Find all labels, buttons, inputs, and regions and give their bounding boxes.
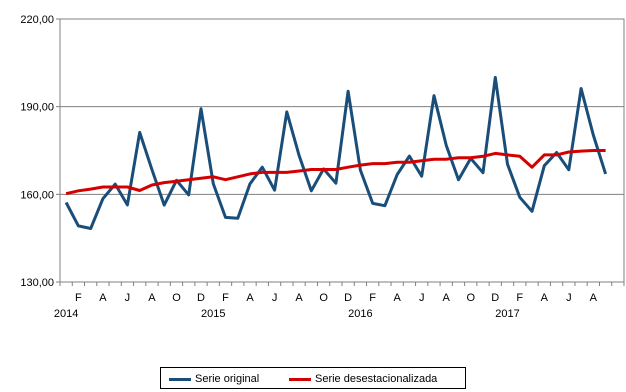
x-tick-label: J bbox=[566, 292, 572, 304]
y-tick-label: 220,00 bbox=[20, 14, 54, 26]
x-tick-label: D bbox=[197, 292, 205, 304]
series-lines bbox=[64, 75, 608, 230]
x-tick-label: A bbox=[394, 292, 402, 304]
x-tick-label: J bbox=[419, 292, 425, 304]
y-axis-tick-labels: 130,00 160,00 190,00 220,00 bbox=[20, 14, 60, 289]
x-axis-year-labels: 2014 2015 2016 2017 bbox=[54, 308, 520, 320]
x-year-label: 2017 bbox=[495, 308, 519, 320]
x-tick-label: D bbox=[344, 292, 352, 304]
x-tick-label: F bbox=[222, 292, 229, 304]
y-tick-label: 130,00 bbox=[20, 277, 54, 289]
x-tick-label: O bbox=[172, 292, 181, 304]
series-line-original bbox=[64, 75, 608, 230]
legend: Serie original Serie desestacionalizada bbox=[160, 367, 466, 389]
x-year-label: 2016 bbox=[348, 308, 372, 320]
x-tick-label: A bbox=[541, 292, 549, 304]
legend-swatch-original bbox=[169, 377, 191, 381]
grid-lines bbox=[60, 106, 624, 195]
legend-swatch-seasonally-adjusted bbox=[289, 377, 311, 381]
x-year-label: 2014 bbox=[54, 308, 78, 320]
series-line-seasonally-adjusted bbox=[65, 149, 606, 196]
y-tick-label: 190,00 bbox=[20, 102, 54, 114]
legend-label-seasonally-adjusted: Serie desestacionalizada bbox=[315, 373, 438, 385]
x-tick-label: F bbox=[75, 292, 82, 304]
x-tick-label: A bbox=[590, 292, 598, 304]
x-tick-label: A bbox=[295, 292, 303, 304]
x-year-label: 2015 bbox=[201, 308, 225, 320]
x-tick-label: A bbox=[148, 292, 156, 304]
x-tick-label: D bbox=[491, 292, 499, 304]
legend-item-original: Serie original bbox=[169, 371, 259, 387]
x-tick-label: O bbox=[466, 292, 475, 304]
x-tick-label: A bbox=[443, 292, 451, 304]
x-tick-label: F bbox=[369, 292, 376, 304]
x-tick-label: J bbox=[272, 292, 278, 304]
legend-item-seasonally-adjusted: Serie desestacionalizada bbox=[289, 371, 437, 387]
y-tick-label: 160,00 bbox=[20, 189, 54, 201]
x-tick-label: J bbox=[125, 292, 131, 304]
x-tick-label: O bbox=[319, 292, 328, 304]
x-tick-label: A bbox=[99, 292, 107, 304]
legend-label-original: Serie original bbox=[195, 373, 260, 385]
x-tick-label: F bbox=[516, 292, 523, 304]
x-tick-label: A bbox=[246, 292, 254, 304]
